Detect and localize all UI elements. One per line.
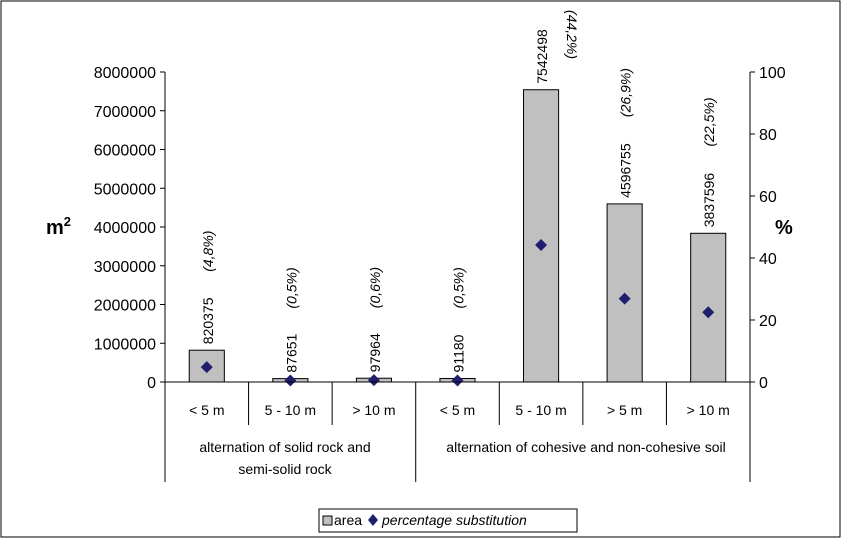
left-axis-tick-label: 4000000 bbox=[94, 220, 156, 237]
area-bar-value-label: 87651 bbox=[283, 333, 299, 372]
left-axis-tick-label: 7000000 bbox=[94, 104, 156, 121]
percentage-marker bbox=[535, 238, 548, 251]
area-bar-value-label: 3837596 bbox=[701, 173, 717, 228]
left-axis-title: m2 bbox=[46, 214, 71, 239]
x-category-label: < 5 m bbox=[440, 402, 475, 418]
area-bar-value-label: 7542498 bbox=[534, 29, 550, 84]
x-category-label: > 10 m bbox=[687, 402, 730, 418]
legend-swatch-area bbox=[322, 515, 333, 526]
area-bar-value-label: 91180 bbox=[451, 334, 467, 372]
bar-series bbox=[188, 89, 727, 383]
left-axis-tick-label: 5000000 bbox=[94, 181, 156, 198]
legend-label-area: area bbox=[334, 512, 362, 528]
percentage-markers bbox=[200, 238, 715, 387]
percentage-value-label: (4,8%) bbox=[200, 231, 216, 272]
percentage-value-label: (0,5%) bbox=[451, 267, 467, 308]
left-axis-tick-label: 1000000 bbox=[94, 336, 156, 353]
left-axis-title-superscript: 2 bbox=[64, 214, 71, 229]
right-axis-title: % bbox=[775, 217, 793, 239]
percentage-value-label: (0,6%) bbox=[367, 267, 383, 308]
percentage-value-label: (44,2%) bbox=[564, 10, 580, 59]
left-axis-tick-label: 3000000 bbox=[94, 259, 156, 276]
x-category-label: 5 - 10 m bbox=[515, 402, 566, 418]
percentage-marker bbox=[618, 292, 631, 305]
percentage-marker bbox=[367, 374, 380, 387]
legend-marker-percentage bbox=[368, 514, 378, 526]
percentage-value-label: (26,9%) bbox=[618, 68, 634, 117]
legend: area percentage substitution bbox=[318, 508, 578, 533]
right-axis: 0 20 40 60 80 100 bbox=[749, 65, 786, 392]
x-axis-categories: < 5 m 5 - 10 m > 10 m < 5 m 5 - 10 m > 5 m > 1… bbox=[164, 381, 751, 482]
right-axis-tick-label: 100 bbox=[759, 65, 786, 82]
left-axis-title-base: m bbox=[46, 217, 64, 239]
x-category-label: > 10 m bbox=[352, 402, 395, 418]
group-label-solid-rock-line2: semi-solid rock bbox=[238, 461, 332, 477]
right-axis-tick-label: 40 bbox=[759, 251, 777, 268]
area-bar-value-label: 97964 bbox=[367, 333, 383, 372]
legend-box bbox=[318, 508, 578, 533]
area-bar-value-label: 820375 bbox=[200, 297, 216, 344]
group-label-soil: alternation of cohesive and non-cohesive… bbox=[446, 439, 725, 455]
percentage-labels: (4,8%) (0,5%) (0,6%) (0,5%) (44,2%) (26,9%) (2… bbox=[200, 10, 717, 309]
legend-label-percentage: percentage substitution bbox=[381, 512, 527, 528]
percentage-marker bbox=[702, 306, 715, 319]
percentage-marker bbox=[451, 374, 464, 387]
x-category-label: < 5 m bbox=[189, 402, 224, 418]
left-axis-tick-label: 8000000 bbox=[94, 65, 156, 82]
x-category-label: > 5 m bbox=[607, 402, 642, 418]
left-axis-tick-label: 0 bbox=[147, 375, 156, 392]
x-category-label: 5 - 10 m bbox=[265, 402, 316, 418]
percentage-value-label: (22,5%) bbox=[701, 97, 717, 146]
left-axis-tick-label: 6000000 bbox=[94, 143, 156, 160]
percentage-marker bbox=[200, 361, 213, 374]
right-axis-tick-label: 80 bbox=[759, 127, 777, 144]
percentage-marker bbox=[284, 374, 297, 387]
area-bar-value-label: 4596755 bbox=[618, 143, 634, 198]
percentage-value-label: (0,5%) bbox=[283, 267, 299, 308]
group-label-solid-rock-line1: alternation of solid rock and bbox=[199, 439, 370, 455]
left-axis-tick-label: 2000000 bbox=[94, 298, 156, 315]
area-bar bbox=[523, 89, 560, 383]
right-axis-tick-label: 60 bbox=[759, 189, 777, 206]
left-axis: 0 1000000 2000000 3000000 4000000 5000000 6000… bbox=[94, 65, 166, 392]
right-axis-tick-label: 20 bbox=[759, 313, 777, 330]
right-axis-tick-label: 0 bbox=[759, 375, 768, 392]
bar-value-labels: 820375 87651 97964 91180 7542498 4596755 38375… bbox=[200, 29, 717, 373]
